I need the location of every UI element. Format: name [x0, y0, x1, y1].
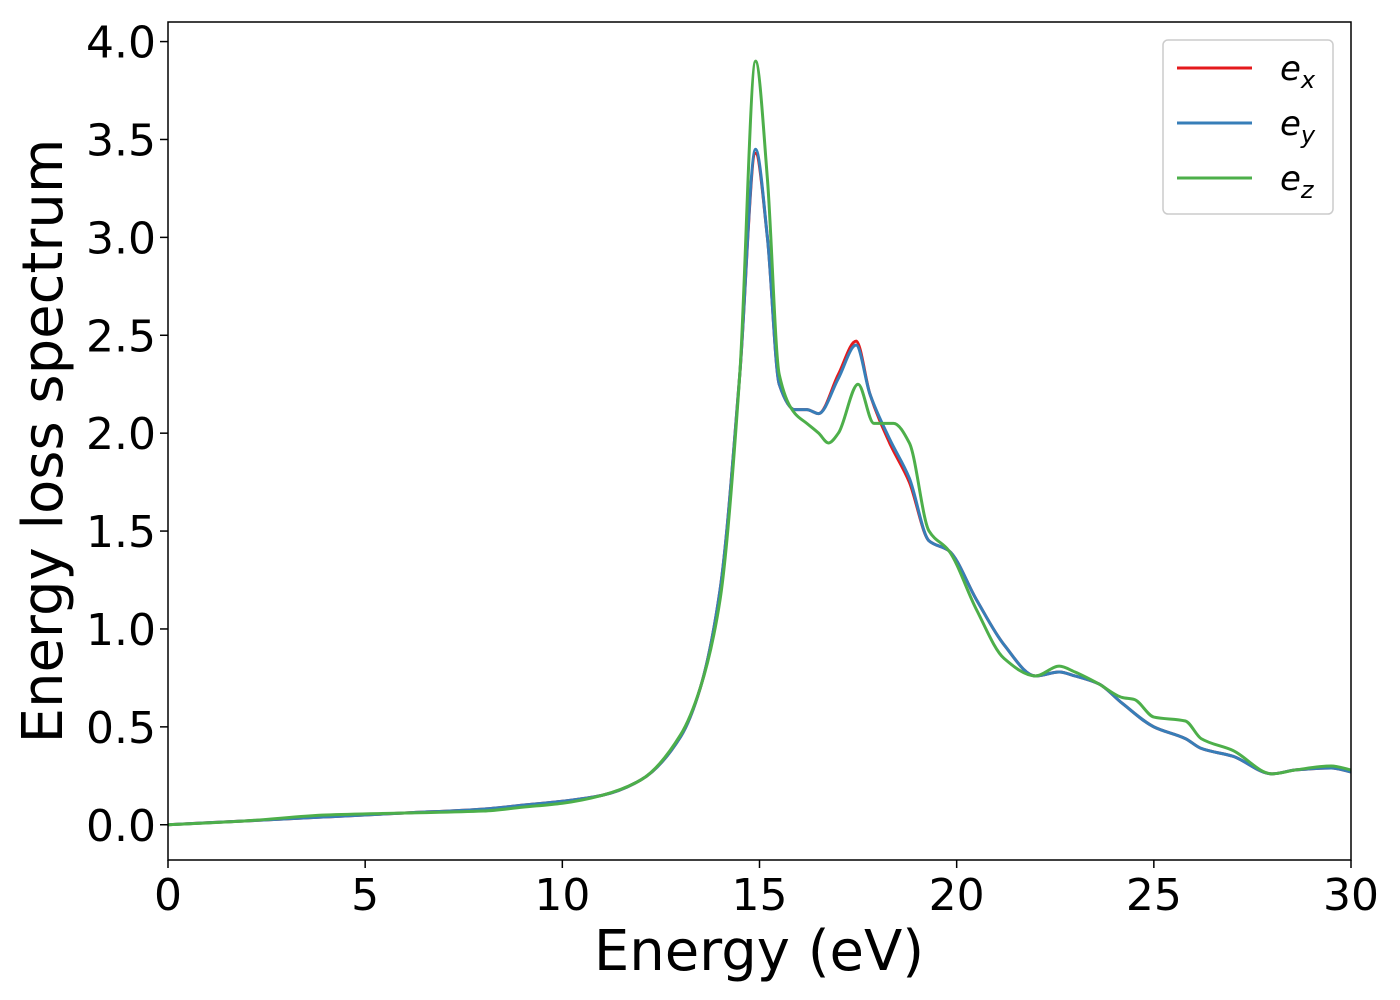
- x-axis-label: Energy (eV): [594, 919, 924, 984]
- y-axis-label: Energy loss spectrum: [11, 139, 76, 744]
- x-tick-label: 0: [154, 870, 182, 921]
- x-tick-label: 5: [351, 870, 379, 921]
- x-tick-label: 30: [1323, 870, 1379, 921]
- legend: ex ey ez: [1162, 39, 1334, 215]
- legend-label-y: ey: [1280, 104, 1316, 149]
- y-tick-label: 1.5: [86, 507, 156, 558]
- x-tick-label: 20: [929, 870, 985, 921]
- legend-label-z: ez: [1280, 159, 1315, 204]
- y-tick-label: 3.5: [86, 115, 156, 166]
- x-tick-label: 25: [1126, 870, 1182, 921]
- x-axis-ticks: 0 5 10 15 20 25 30: [154, 860, 1379, 921]
- x-tick-label: 10: [534, 870, 590, 921]
- legend-label-x: ex: [1280, 49, 1316, 94]
- series-layer: [167, 59, 1352, 827]
- x-tick-label: 15: [732, 870, 788, 921]
- y-axis-ticks: 0.0 0.5 1.0 1.5 2.0 2.5 3.0 3.5 4.0: [86, 18, 168, 852]
- y-tick-label: 2.5: [86, 311, 156, 362]
- series-line-z: [167, 59, 1352, 827]
- y-tick-label: 3.0: [86, 213, 156, 264]
- y-tick-label: 0.0: [86, 801, 156, 852]
- y-tick-label: 0.5: [86, 703, 156, 754]
- y-tick-label: 1.0: [86, 605, 156, 656]
- y-tick-label: 4.0: [86, 18, 156, 69]
- y-tick-label: 2.0: [86, 409, 156, 460]
- legend-box: [1162, 39, 1334, 215]
